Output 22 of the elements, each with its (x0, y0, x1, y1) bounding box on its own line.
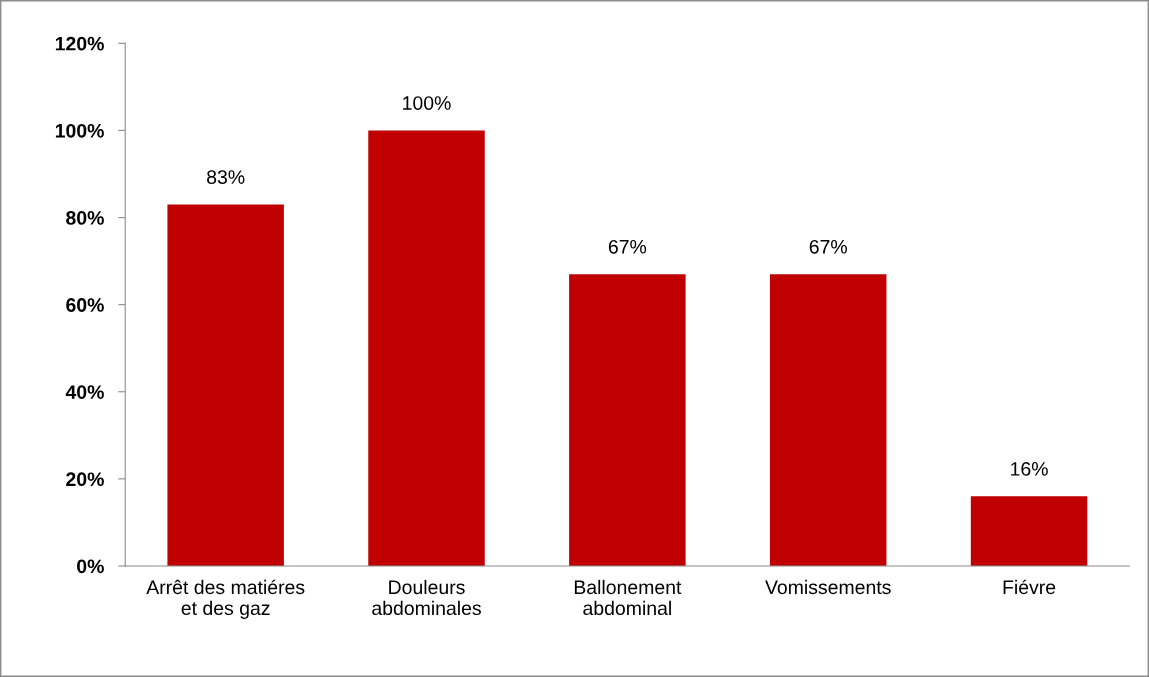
x-tick-label: Fiévre (1003, 579, 1056, 595)
y-tick-label: 80% (66, 211, 104, 225)
y-tick-label: 20% (66, 472, 104, 487)
y-tick-label: 100% (55, 123, 104, 138)
bar (769, 274, 887, 566)
bar (569, 274, 686, 566)
x-tick-label: Douleurs abdominales (372, 579, 481, 616)
data-label: 67% (608, 239, 647, 254)
y-tick-label: 40% (65, 385, 104, 399)
x-tick-label: Ballonement abdominal (574, 579, 682, 616)
x-tick-label: Vomissements (765, 579, 891, 595)
data-label: 16% (1011, 462, 1048, 476)
data-label: 67% (809, 239, 847, 254)
bar (970, 496, 1088, 566)
y-tick-label: 0% (77, 559, 104, 574)
x-tick-label: Arrêt des matiéres et des gaz (146, 579, 305, 619)
data-label: 83% (207, 170, 245, 184)
y-tick-label: 60% (66, 298, 104, 312)
bar (167, 204, 284, 566)
y-tick-label: 120% (55, 36, 104, 51)
bar (368, 130, 485, 566)
data-label: 100% (403, 96, 451, 110)
